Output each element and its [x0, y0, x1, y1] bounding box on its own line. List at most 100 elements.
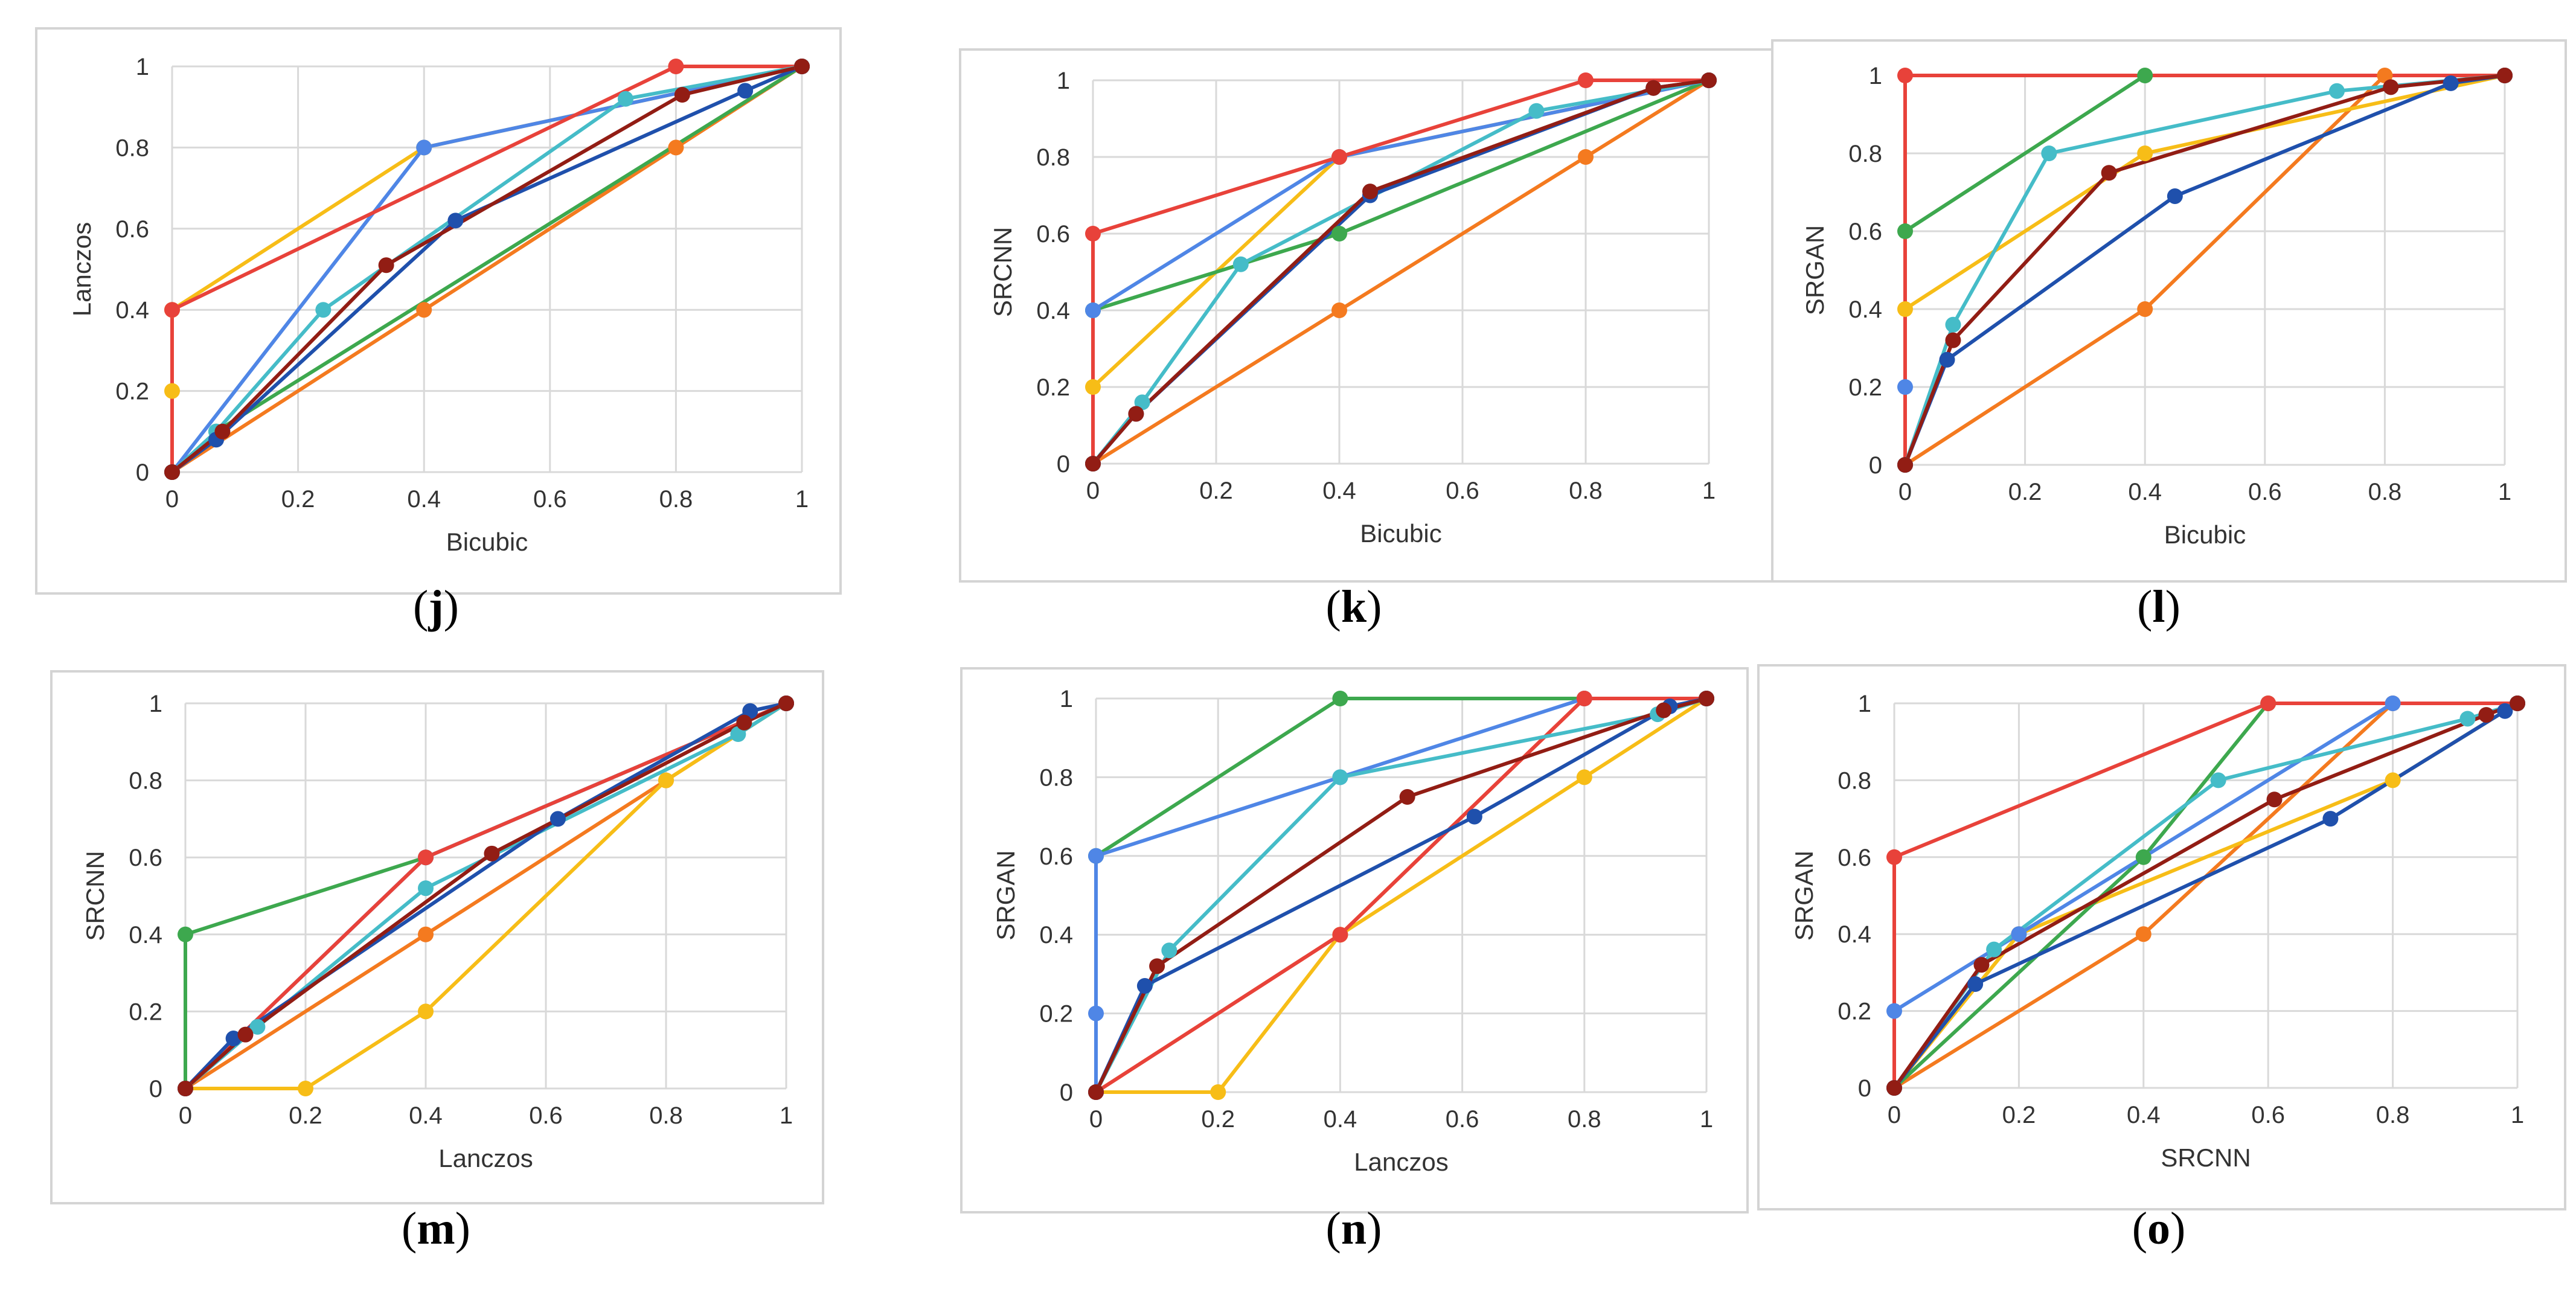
data-point-blue	[416, 139, 432, 156]
x-tick-label: 0	[1888, 1102, 1901, 1128]
data-point-yellow	[1897, 301, 1913, 317]
data-point-red	[1331, 149, 1347, 165]
roc-chart-j: 00 0.2 0.2 0.4 0.4 0.6 0.6 0.8 0.8 1 1 Bicubic Lancz…	[68, 54, 810, 556]
x-tick-label: 1	[780, 1102, 793, 1129]
data-point-maroon	[214, 423, 231, 440]
data-point-orange	[1331, 302, 1347, 318]
panel-caption: (l)	[2068, 581, 2249, 633]
data-point-orange	[418, 926, 434, 942]
data-point-orange	[2135, 926, 2151, 942]
x-axis-label: Bicubic	[2164, 520, 2246, 549]
y-tick-label: 0.2	[1848, 374, 1882, 401]
x-tick-label: 0	[179, 1102, 192, 1129]
data-point-maroon	[2266, 791, 2283, 808]
data-point-maroon	[164, 464, 180, 480]
y-tick-label: 0.8	[1848, 141, 1882, 167]
caption-close-paren: )	[2170, 1203, 2186, 1254]
x-axis-label: Bicubic	[1360, 519, 1441, 548]
x-tick-label: 0.6	[529, 1102, 563, 1129]
data-point-blue	[1085, 302, 1101, 318]
data-point-maroon	[2510, 695, 2525, 711]
y-axis-label: SRGAN	[1790, 851, 1818, 941]
x-tick-label: 0.4	[409, 1102, 443, 1129]
y-axis-label: SRGAN	[992, 850, 1020, 940]
data-point-maroon	[1886, 1080, 1902, 1096]
y-axis-label: SRCNN	[81, 851, 109, 941]
caption-open-paren: (	[2137, 581, 2153, 632]
x-axis-label: Lanczos	[438, 1144, 533, 1172]
data-point-navy	[742, 703, 758, 719]
y-tick-label: 0.4	[115, 297, 149, 324]
x-tick-label: 0.6	[1446, 1106, 1479, 1133]
y-tick-label: 0.6	[115, 216, 149, 243]
y-tick-label: 1	[1057, 68, 1070, 94]
data-point-navy	[1136, 977, 1153, 994]
chart-panel-n: 0 0 0.2 0.2 0.4 0.4 0.6 0.6 0.8 0.8 1 1 Lanczos SRGAN	[960, 667, 1749, 1213]
data-point-blue	[2385, 695, 2401, 711]
caption-open-paren: (	[413, 581, 429, 632]
data-point-maroon	[2383, 79, 2399, 95]
data-point-maroon	[1973, 957, 1990, 973]
data-point-red	[1578, 72, 1594, 88]
data-point-maroon	[1699, 691, 1714, 706]
data-point-teal	[418, 880, 434, 897]
panel-caption: (k)	[1263, 581, 1444, 633]
data-point-maroon	[378, 257, 394, 273]
data-point-yellow	[1085, 379, 1101, 395]
data-point-yellow	[658, 772, 674, 788]
data-point-red	[418, 849, 434, 866]
x-tick-label: 0.8	[2368, 479, 2402, 505]
y-tick-label: 1	[136, 54, 149, 80]
x-tick-label: 0	[1089, 1106, 1103, 1133]
panel-caption: (n)	[1263, 1203, 1444, 1255]
data-point-green	[178, 926, 193, 942]
data-point-teal	[315, 302, 332, 318]
data-point-green	[1331, 226, 1347, 241]
y-tick-label: 1	[1869, 63, 1882, 89]
caption-close-paren: )	[2165, 581, 2180, 632]
x-tick-label: 0.4	[1322, 478, 1356, 504]
x-tick-label: 0.2	[2002, 1102, 2036, 1128]
data-point-maroon	[1128, 406, 1144, 422]
caption-close-paren: )	[1366, 1203, 1382, 1254]
data-point-yellow	[2137, 145, 2153, 161]
data-point-navy	[225, 1031, 242, 1047]
data-point-green	[2135, 849, 2151, 865]
x-tick-label: 0.8	[2376, 1102, 2410, 1128]
data-point-teal	[1986, 941, 2002, 958]
data-point-red	[668, 59, 684, 74]
data-point-maroon	[1149, 958, 1165, 974]
data-point-orange	[668, 139, 684, 156]
data-point-maroon	[1897, 457, 1913, 473]
data-point-red	[1576, 691, 1592, 706]
x-tick-label: 0.8	[1568, 1106, 1601, 1133]
x-tick-label: 1	[2498, 479, 2511, 505]
data-point-teal	[1945, 316, 1961, 333]
data-point-green	[1897, 223, 1913, 239]
data-point-orange	[416, 302, 432, 318]
caption-open-paren: (	[402, 1203, 417, 1254]
chart-panel-l: 0 0 0.2 0.2 0.4 0.4 0.6 0.6 0.8 0.8 1 1 Bicubic SRGAN	[1771, 39, 2567, 583]
data-point-teal	[2328, 83, 2345, 99]
y-tick-label: 0.8	[1837, 767, 1871, 794]
caption-letter: k	[1341, 581, 1367, 632]
data-point-yellow	[418, 1003, 434, 1020]
y-tick-label: 0.6	[1848, 219, 1882, 245]
data-point-navy	[2167, 188, 2183, 204]
y-axis-label: Lanczos	[68, 222, 96, 316]
y-tick-label: 0	[1057, 451, 1070, 478]
y-tick-label: 0.8	[129, 768, 162, 794]
data-point-blue	[1088, 848, 1104, 864]
data-point-teal	[617, 91, 633, 107]
y-tick-label: 1	[1060, 686, 1073, 712]
x-tick-label: 0.2	[1199, 478, 1233, 504]
data-point-maroon	[1085, 456, 1101, 472]
data-point-yellow	[1210, 1084, 1226, 1100]
roc-chart-o: 00 0.2 0.2 0.4 0.4 0.6 0.6 0.8 0.8 1 1 SRCNN SRGAN	[1790, 691, 2525, 1172]
data-point-maroon	[2101, 165, 2117, 181]
data-point-red	[1332, 927, 1348, 943]
data-point-blue	[1088, 1005, 1104, 1021]
x-tick-label: 1	[1702, 478, 1716, 504]
data-point-orange	[1578, 149, 1594, 165]
caption-letter: o	[2147, 1203, 2170, 1254]
